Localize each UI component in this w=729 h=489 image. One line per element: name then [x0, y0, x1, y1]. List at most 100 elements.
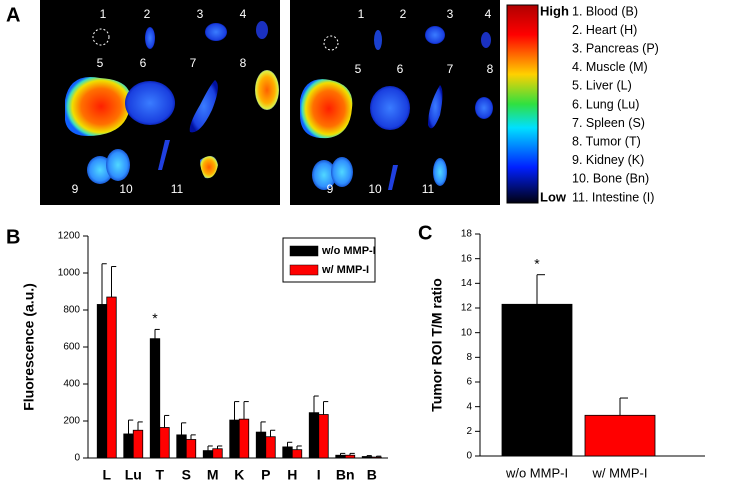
bar: [282, 446, 293, 459]
bar: [185, 439, 197, 459]
y-tick-label: 10: [461, 327, 473, 338]
bar: [308, 412, 320, 459]
legend-label: w/o MMP-I: [321, 245, 376, 257]
image-2: [290, 0, 500, 205]
organ-number: 10: [368, 182, 382, 196]
x-tick-label: M: [207, 467, 219, 483]
y-tick-label: 1000: [58, 268, 81, 279]
y-tick-label: 12: [461, 303, 473, 314]
bar: [238, 418, 250, 459]
bar: [212, 448, 223, 459]
organ-number: 3: [197, 7, 204, 21]
organ-number: 6: [140, 56, 147, 70]
legend-item: 8. Tumor (T): [572, 134, 641, 148]
legend-item: 6. Lung (Lu): [572, 97, 639, 111]
image-1: [40, 0, 280, 205]
bar: [106, 296, 117, 459]
x-tick-label: K: [234, 467, 244, 483]
y-tick-label: 4: [466, 401, 472, 412]
legend-item: 4. Muscle (M): [572, 60, 648, 74]
organ-number: 2: [144, 7, 151, 21]
x-tick-label: T: [155, 467, 164, 483]
legend-item: 11. Intestine (I): [572, 190, 654, 204]
y-tick-label: 2: [466, 426, 472, 437]
panel-label: C: [418, 222, 432, 244]
organ-number: 7: [190, 56, 197, 70]
y-tick-label: 400: [63, 379, 80, 390]
y-tick-label: 0: [74, 453, 80, 464]
y-tick-label: 14: [461, 278, 473, 289]
legend-item: 9. Kidney (K): [572, 153, 644, 167]
organ-number: 7: [447, 62, 454, 76]
x-tick-label: B: [367, 467, 377, 483]
y-tick-label: 800: [63, 305, 80, 316]
y-tick-label: 1200: [58, 231, 81, 242]
legend-swatch: [289, 245, 319, 257]
legend-item: 2. Heart (H): [572, 23, 637, 37]
y-tick-label: 18: [461, 229, 473, 240]
panel-label: A: [6, 4, 20, 26]
bar: [176, 434, 187, 459]
organ-number: 3: [447, 7, 454, 21]
bar: [501, 303, 573, 457]
organ-number: 11: [422, 182, 435, 196]
legend-label: w/ MMP-I: [321, 264, 369, 276]
colorbar: [506, 4, 539, 204]
bar: [149, 338, 161, 459]
bar: [318, 414, 329, 459]
bar: [371, 456, 382, 459]
y-axis-label: Fluorescence (a.u.): [21, 283, 37, 411]
legend-item: 3. Pancreas (P): [572, 41, 659, 55]
organ-number: 1: [358, 7, 365, 21]
x-tick-label: w/o MMP-I: [505, 465, 568, 480]
organ-number: 5: [355, 62, 362, 76]
organ-number: 8: [240, 56, 247, 70]
legend-item: 1. Blood (B): [572, 4, 638, 18]
legend-item: 7. Spleen (S): [572, 116, 645, 130]
organ-number: 4: [240, 7, 247, 21]
organ-number: 6: [397, 62, 404, 76]
bar: [159, 427, 170, 459]
organ-number: 2: [400, 7, 407, 21]
x-tick-label: H: [287, 467, 297, 483]
y-tick-label: 200: [63, 416, 80, 427]
annotation: *: [152, 310, 158, 326]
x-tick-label: Lu: [125, 467, 142, 483]
bar: [123, 433, 134, 459]
organ-number: 10: [119, 182, 133, 196]
legend-item: 10. Bone (Bn): [572, 172, 649, 186]
y-tick-label: 6: [466, 377, 472, 388]
legend-swatch: [289, 264, 319, 276]
organ-number: 11: [171, 182, 184, 196]
bar: [584, 414, 656, 457]
organ-number: 9: [72, 182, 79, 196]
bar: [96, 304, 108, 459]
organ-number: 1: [100, 7, 107, 21]
x-tick-label: Bn: [336, 467, 355, 483]
bar: [229, 419, 240, 459]
x-tick-label: I: [317, 467, 321, 483]
colorbar-high: High: [540, 3, 569, 18]
bar: [265, 436, 276, 459]
bar: [202, 450, 214, 459]
x-tick-label: S: [182, 467, 191, 483]
bar: [291, 449, 303, 459]
organ-number: 4: [485, 7, 492, 21]
organ-number: 9: [327, 182, 334, 196]
x-tick-label: P: [261, 467, 270, 483]
y-tick-label: 0: [466, 451, 472, 462]
organ-number: 5: [97, 56, 104, 70]
y-axis-label: Tumor ROI T/M ratio: [429, 278, 445, 412]
bar: [255, 431, 267, 459]
x-tick-label: L: [102, 467, 111, 483]
organ-number: 8: [487, 62, 494, 76]
colorbar-low: Low: [540, 189, 567, 204]
y-tick-label: 16: [461, 253, 473, 264]
y-tick-label: 600: [63, 342, 80, 353]
bar: [335, 454, 346, 459]
bar: [344, 454, 356, 459]
bar: [361, 456, 373, 459]
panel-label: B: [6, 226, 20, 248]
annotation: *: [534, 255, 540, 271]
